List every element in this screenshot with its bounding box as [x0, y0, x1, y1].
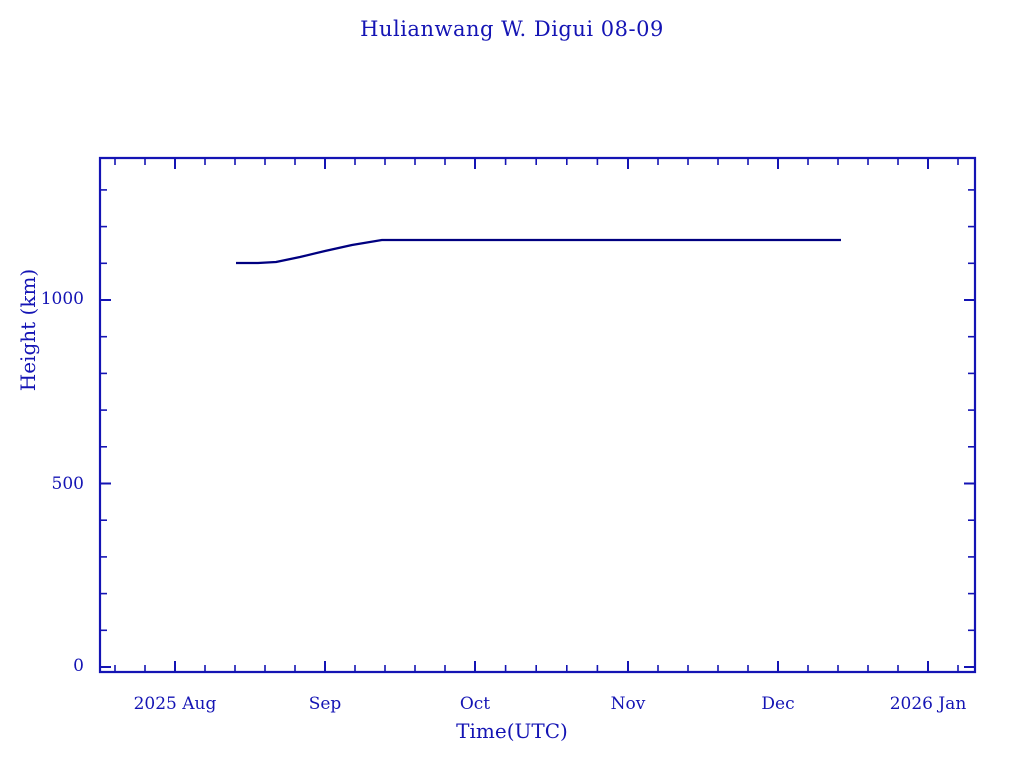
y-tick-label-0: 0	[73, 656, 84, 676]
y-tick-label-500: 500	[51, 474, 84, 494]
plot-frame	[98, 156, 977, 674]
data-line-height	[236, 238, 841, 265]
axis-ticks	[100, 158, 975, 672]
x-tick-label-2026-jan: 2026 Jan	[889, 694, 967, 714]
x-tick-label-sep: Sep	[308, 694, 342, 714]
x-axis-label: Time(UTC)	[456, 719, 568, 743]
x-tick-label-dec: Dec	[761, 694, 795, 714]
chart-title: Hulianwang W. Digui 08-09	[360, 17, 664, 41]
axes-frame	[98, 156, 977, 674]
x-tick-label-2025-aug: 2025 Aug	[133, 694, 217, 714]
x-tick-label-oct: Oct	[459, 694, 491, 714]
data-series-group	[236, 238, 841, 265]
y-tick-label-1000: 1000	[40, 289, 84, 309]
x-tick-label-nov: Nov	[610, 694, 646, 714]
